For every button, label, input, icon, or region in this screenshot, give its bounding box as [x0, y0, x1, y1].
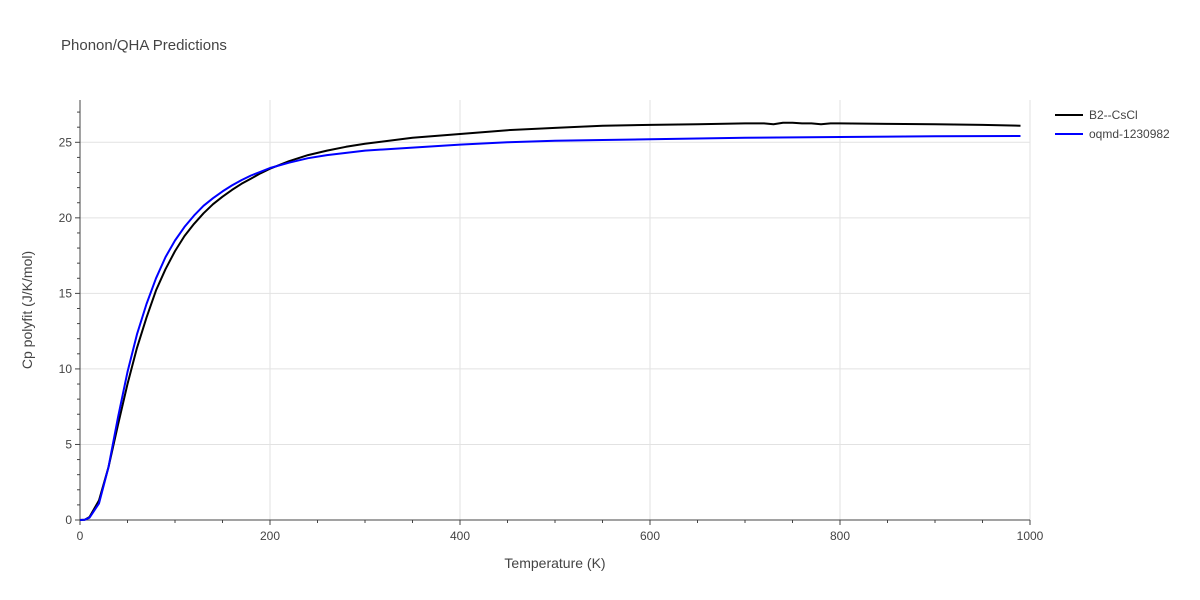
y-tick-label: 20: [59, 211, 73, 225]
axes: 0 200 400 600 800 1000 0 5 10 15 20 25: [59, 100, 1044, 543]
y-axis-title: Cp polyfit (J/K/mol): [19, 251, 35, 369]
x-tick-label: 800: [830, 529, 850, 543]
legend[interactable]: B2--CsCl oqmd-1230982: [1055, 108, 1170, 141]
plot-area: [79, 121, 1021, 521]
legend-label[interactable]: oqmd-1230982: [1089, 127, 1170, 141]
x-tick-label: 400: [450, 529, 470, 543]
chart-title: Phonon/QHA Predictions: [61, 37, 227, 54]
grid: [80, 100, 1031, 520]
y-tick-label: 5: [65, 437, 72, 451]
y-tick-label: 15: [59, 286, 73, 300]
x-tick-label: 0: [77, 529, 84, 543]
y-tick-label: 25: [59, 135, 73, 149]
series-line: [79, 121, 1021, 521]
series-line: [79, 135, 1021, 521]
legend-label[interactable]: B2--CsCl: [1089, 108, 1138, 122]
y-tick-label: 10: [59, 362, 73, 376]
y-tick-label: 0: [65, 513, 72, 527]
x-tick-label: 600: [640, 529, 660, 543]
x-tick-label: 200: [260, 529, 280, 543]
x-tick-label: 1000: [1017, 529, 1044, 543]
x-axis-title: Temperature (K): [504, 555, 605, 571]
